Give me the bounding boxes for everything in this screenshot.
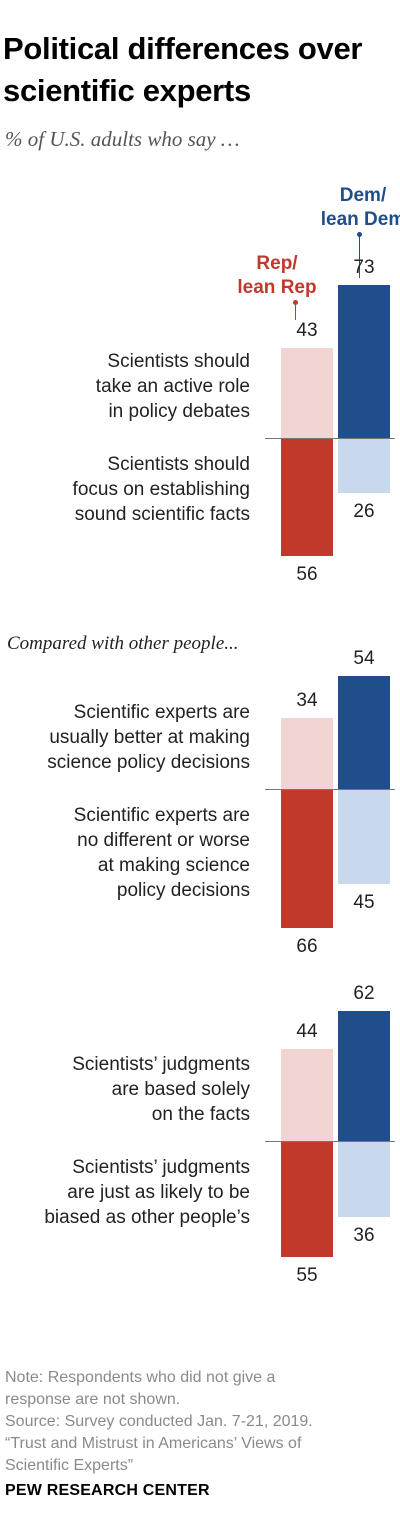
bar-dem-bottom-3: [338, 1141, 390, 1217]
legend-rep-line1: Rep/: [256, 253, 298, 274]
legend-dem: Dem/ lean Dem: [300, 184, 400, 232]
value-dem-bottom-1: 26: [353, 500, 375, 522]
row-label-bottom-1: Scientists should focus on establishing so…: [72, 454, 250, 525]
footnote: Note: Respondents who did not give a res…: [5, 1367, 395, 1477]
value-rep-bottom-2: 66: [296, 935, 318, 957]
value-rep-top-1: 43: [296, 319, 318, 341]
bar-rep-top-3: [281, 1048, 333, 1141]
bar-rep-bottom-3: [281, 1141, 333, 1257]
note-line-1: Note: Respondents who did not give a: [5, 1369, 276, 1386]
bar-rep-top-1: [281, 347, 333, 438]
legend-dem-dot: [357, 232, 362, 237]
row-label-top-2: Scientific experts are usually better at …: [47, 702, 250, 773]
value-dem-top-2: 54: [353, 647, 375, 669]
row-label-bottom-3: Scientists’ judgments are just as likely …: [44, 1157, 250, 1228]
source-line-3: Scientific Experts”: [5, 1457, 134, 1474]
source-line-2: “Trust and Mistrust in Americans’ Views …: [5, 1435, 302, 1452]
brand-name: PEW RESEARCH CENTER: [5, 1482, 210, 1499]
chart-title: Political differences over scientific ex…: [3, 31, 363, 108]
row-label-top-3: Scientists’ judgments are based solely on …: [72, 1054, 250, 1125]
chart-subtitle: % of U.S. adults who say …: [5, 127, 240, 151]
legend-dem-line2: lean Dem: [320, 209, 400, 230]
bar-rep-top-2: [281, 717, 333, 789]
bar-dem-top-3: [338, 1010, 390, 1141]
row-label-top-1: Scientists should take an active role in p…: [95, 351, 250, 422]
value-rep-top-2: 34: [296, 689, 318, 711]
value-rep-top-3: 44: [296, 1020, 318, 1042]
note-line-2: response are not shown.: [5, 1391, 181, 1408]
legend-rep-connector: [295, 302, 296, 320]
value-dem-bottom-3: 36: [353, 1224, 375, 1246]
bar-rep-bottom-2: [281, 789, 333, 928]
legend-rep-line2: lean Rep: [237, 277, 317, 298]
axis-line-1: [265, 438, 395, 439]
legend-rep: Rep/ lean Rep: [222, 252, 332, 300]
value-dem-top-1: 73: [353, 256, 375, 278]
legend-dem-connector: [359, 234, 360, 278]
value-dem-top-3: 62: [353, 982, 375, 1004]
source-line-1: Source: Survey conducted Jan. 7-21, 2019…: [5, 1413, 313, 1430]
axis-line-2: [265, 789, 395, 790]
bar-dem-bottom-1: [338, 438, 390, 493]
bar-dem-top-2: [338, 675, 390, 789]
group-intro-2: Compared with other people...: [7, 633, 239, 654]
axis-line-3: [265, 1141, 395, 1142]
legend-dem-line1: Dem/: [339, 185, 387, 206]
bar-dem-bottom-2: [338, 789, 390, 884]
value-rep-bottom-3: 55: [296, 1264, 318, 1286]
row-label-bottom-2: Scientific experts are no different or wo…: [73, 805, 250, 901]
value-rep-bottom-1: 56: [296, 563, 318, 585]
bar-rep-bottom-1: [281, 438, 333, 556]
bar-dem-top-1: [338, 284, 390, 438]
legend-rep-dot: [293, 300, 298, 305]
value-dem-bottom-2: 45: [353, 891, 375, 913]
